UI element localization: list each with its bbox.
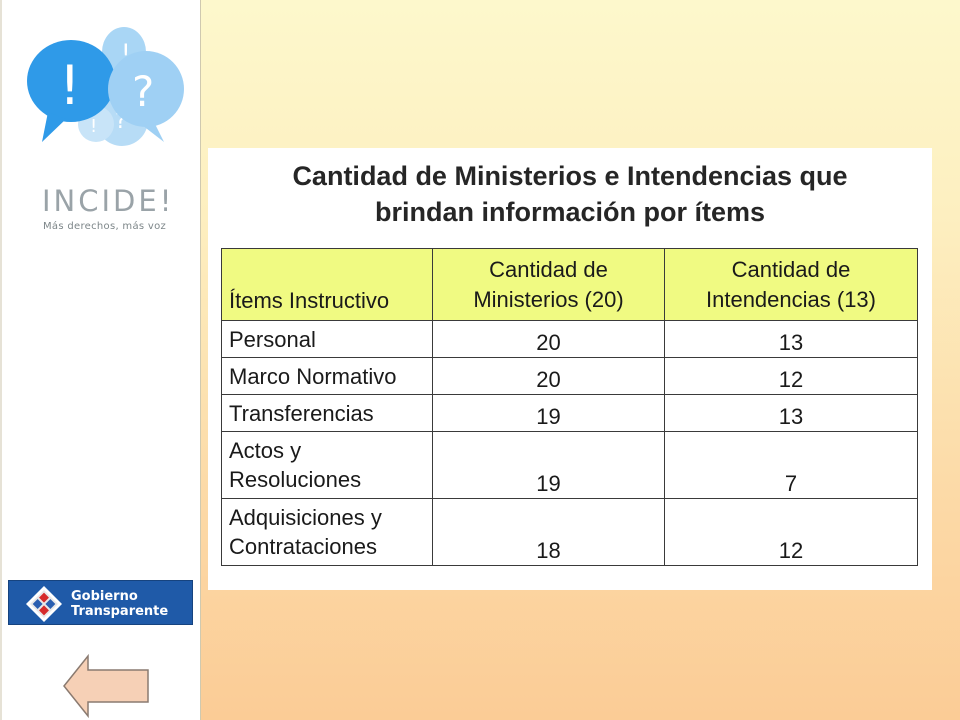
- logo-name: INCIDE!: [42, 184, 175, 218]
- gobierno-line2: Transparente: [71, 604, 169, 619]
- data-table: Ítems Instructivo Cantidad de Ministerio…: [221, 248, 918, 566]
- title-line-2: brindan información por ítems: [374, 197, 766, 227]
- row-item: Marco Normativo: [221, 357, 433, 395]
- row-item-line2: Contrataciones: [229, 534, 377, 559]
- sidebar: ! ? ! ! ? INCIDE! Más derechos, más voz: [0, 0, 201, 720]
- svg-text:?: ?: [115, 109, 127, 134]
- row-item-line1: Actos y: [229, 438, 302, 463]
- svg-text:?: ?: [132, 67, 154, 116]
- header-intendencias: Cantidad de Intendencias (13): [664, 248, 918, 321]
- gobierno-text: Gobierno Transparente: [71, 589, 168, 619]
- row-item: Personal: [221, 320, 433, 358]
- table-row: Marco Normativo 20 12: [221, 357, 918, 395]
- title-line-1: Cantidad de Ministerios e Intendencias q…: [292, 161, 848, 191]
- row-item: Actos y Resoluciones: [221, 431, 433, 499]
- left-arrow-icon[interactable]: [62, 654, 150, 718]
- row-item-line1: Adquisiciones y: [229, 505, 382, 530]
- header-ministerios-line2: Ministerios (20): [473, 286, 624, 312]
- table-row: Personal 20 13: [221, 320, 918, 358]
- logo-tagline: Más derechos, más voz: [43, 221, 167, 232]
- header-intendencias-line2: Intendencias (13): [706, 286, 876, 312]
- header-intendencias-line1: Cantidad de: [731, 256, 851, 282]
- row-intendencias: 13: [664, 394, 918, 432]
- sidebar-edge: [0, 0, 2, 720]
- row-item-line2: Resoluciones: [229, 467, 362, 492]
- header-ministerios-line1: Cantidad de: [489, 256, 608, 282]
- header-ministerios: Cantidad de Ministerios (20): [432, 248, 665, 321]
- svg-text:!: !: [59, 54, 81, 117]
- table-header-row: Ítems Instructivo Cantidad de Ministerio…: [221, 248, 918, 321]
- row-item: Adquisiciones y Contrataciones: [221, 498, 433, 566]
- row-intendencias: 7: [664, 431, 918, 499]
- row-ministerios: 20: [432, 320, 665, 358]
- slide-title: Cantidad de Ministerios e Intendencias q…: [208, 158, 932, 230]
- header-items: Ítems Instructivo: [221, 248, 433, 321]
- row-ministerios: 18: [432, 498, 665, 566]
- gobierno-line1: Gobierno: [71, 589, 138, 604]
- row-intendencias: 13: [664, 320, 918, 358]
- row-item: Transferencias: [221, 394, 433, 432]
- svg-text:!: !: [90, 116, 97, 137]
- speech-bubbles-icon: ! ? ! ! ?: [27, 27, 184, 146]
- table-row: Adquisiciones y Contrataciones 18 12: [221, 498, 918, 566]
- gobierno-emblem-icon: [26, 586, 62, 622]
- row-ministerios: 20: [432, 357, 665, 395]
- row-intendencias: 12: [664, 498, 918, 566]
- row-intendencias: 12: [664, 357, 918, 395]
- row-ministerios: 19: [432, 394, 665, 432]
- slide-content: Cantidad de Ministerios e Intendencias q…: [208, 148, 932, 590]
- table-row: Transferencias 19 13: [221, 394, 918, 432]
- svg-text:!: !: [121, 39, 131, 67]
- gobierno-transparente-logo[interactable]: Gobierno Transparente: [8, 580, 193, 625]
- table-row: Actos y Resoluciones 19 7: [221, 431, 918, 499]
- incide-logo: ! ? ! ! ? INCIDE! Más derechos, más voz: [26, 24, 188, 232]
- row-ministerios: 19: [432, 431, 665, 499]
